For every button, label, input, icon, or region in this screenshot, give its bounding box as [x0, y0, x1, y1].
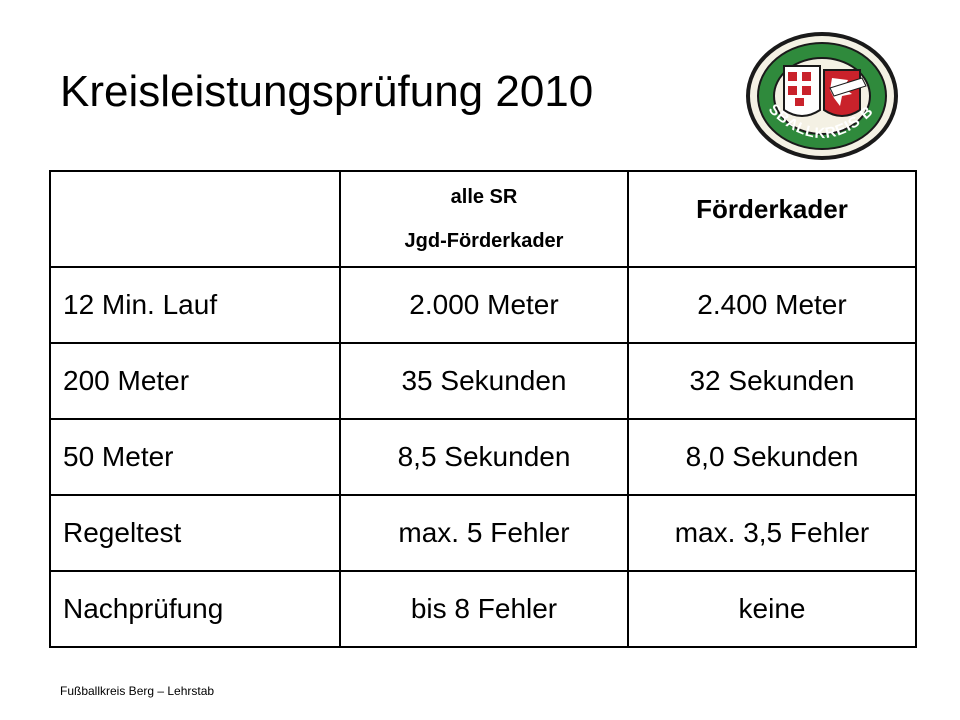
header-col-foerderkader: Förderkader	[627, 170, 917, 268]
row-value-b: max. 3,5 Fehler	[627, 494, 917, 572]
header-col-b-label: Förderkader	[696, 194, 848, 224]
club-logo: FUSSBALLKREIS BERG	[738, 17, 900, 162]
slide-title: Kreisleistungsprüfung 2010	[60, 67, 594, 116]
row-value-b: 2.400 Meter	[627, 266, 917, 344]
row-label: Nachprüfung	[49, 570, 341, 648]
row-value-a: 2.000 Meter	[339, 266, 629, 344]
table-row: Nachprüfung bis 8 Fehler keine	[49, 570, 917, 648]
row-label: Regeltest	[49, 494, 341, 572]
table-row: 12 Min. Lauf 2.000 Meter 2.400 Meter	[49, 266, 917, 344]
header-col-alle-sr: alle SR Jgd-Förderkader	[339, 170, 629, 268]
header-col-a-line1: alle SR	[450, 186, 518, 208]
slide-footer: Fußballkreis Berg – Lehrstab	[60, 684, 215, 698]
table-row: 200 Meter 35 Sekunden 32 Sekunden	[49, 342, 917, 420]
header-col-a-line2: Jgd-Förderkader	[404, 230, 564, 252]
row-value-a: bis 8 Fehler	[339, 570, 629, 648]
performance-table: alle SR Jgd-Förderkader Förderkader 12 M…	[49, 170, 917, 648]
row-label: 200 Meter	[49, 342, 341, 420]
row-value-a: 8,5 Sekunden	[339, 418, 629, 496]
table-header-row: alle SR Jgd-Förderkader Förderkader	[49, 170, 917, 268]
row-value-b: 8,0 Sekunden	[627, 418, 917, 496]
row-value-b: keine	[627, 570, 917, 648]
fussballkreis-berg-emblem-icon: FUSSBALLKREIS BERG	[738, 17, 898, 160]
table-row: 50 Meter 8,5 Sekunden 8,0 Sekunden	[49, 418, 917, 496]
table-row: Regeltest max. 5 Fehler max. 3,5 Fehler	[49, 494, 917, 572]
row-value-a: 35 Sekunden	[339, 342, 629, 420]
row-value-b: 32 Sekunden	[627, 342, 917, 420]
row-value-a: max. 5 Fehler	[339, 494, 629, 572]
header-empty-cell	[49, 170, 341, 268]
row-label: 50 Meter	[49, 418, 341, 496]
row-label: 12 Min. Lauf	[49, 266, 341, 344]
